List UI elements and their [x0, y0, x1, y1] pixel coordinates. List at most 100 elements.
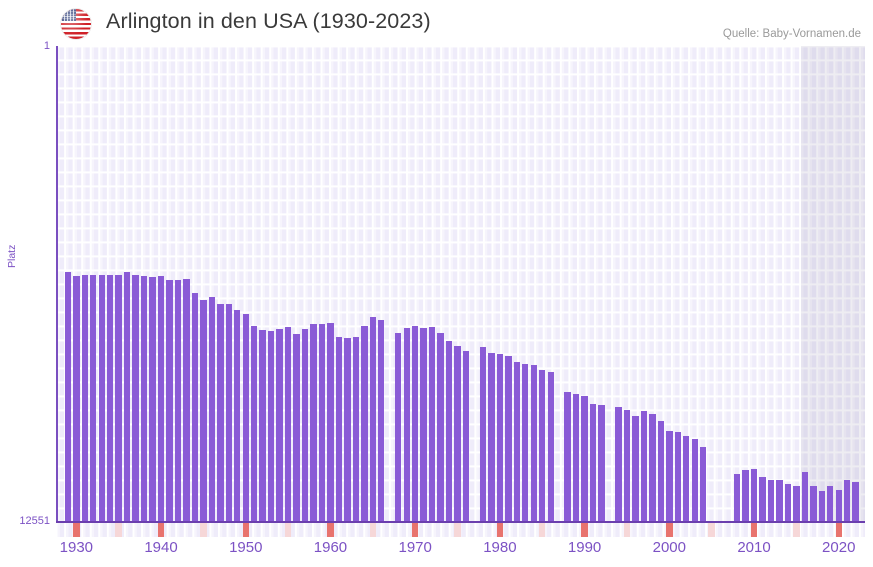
bar [276, 329, 283, 522]
bar [107, 275, 114, 522]
bar [420, 328, 427, 522]
bar [225, 303, 232, 522]
page-title: Arlington in den USA (1930-2023) [106, 9, 431, 33]
bar [132, 275, 139, 522]
bar [623, 409, 631, 522]
bar [581, 396, 588, 522]
bar [327, 323, 334, 522]
bar [208, 297, 216, 522]
x-tick-marker [623, 523, 631, 537]
bar [166, 280, 173, 522]
bar [115, 275, 122, 522]
bar [437, 333, 444, 522]
bar [335, 336, 343, 522]
bar [183, 278, 190, 522]
bar [649, 413, 656, 522]
bar [640, 410, 648, 522]
bar [284, 327, 292, 522]
bar [352, 337, 360, 522]
bar [267, 330, 275, 522]
bar [793, 485, 800, 522]
x-tick-label: 1970 [398, 539, 432, 556]
bar [572, 393, 580, 522]
bar [157, 276, 165, 522]
bar [733, 474, 741, 522]
x-tick-marker [327, 523, 334, 537]
x-tick-marker [411, 523, 419, 537]
bar [73, 275, 80, 522]
bar [64, 272, 72, 522]
bar [767, 479, 775, 522]
bar [589, 404, 597, 522]
x-tick-marker [539, 523, 546, 537]
bar [149, 276, 156, 522]
x-tick-marker [242, 523, 249, 537]
bar [522, 363, 529, 522]
x-tick-marker [793, 523, 800, 537]
bar [691, 438, 698, 522]
y-axis-tick-top: 1 [43, 40, 50, 52]
bar [547, 371, 554, 522]
x-tick-marker [835, 523, 842, 537]
bar [615, 407, 622, 522]
y-axis-line [56, 46, 58, 522]
bar [318, 324, 326, 522]
bar [827, 485, 834, 522]
bar [835, 490, 842, 522]
bar [395, 333, 402, 522]
bar [479, 346, 487, 522]
x-tick-label: 1960 [313, 539, 348, 556]
x-tick-marker [284, 523, 292, 537]
bar [742, 470, 749, 522]
bar [200, 299, 207, 522]
bar [191, 292, 199, 522]
bar [344, 338, 351, 522]
bar [140, 275, 148, 522]
bar [369, 317, 376, 522]
bar [378, 319, 385, 522]
bar [776, 480, 783, 522]
x-tick-marker [708, 523, 715, 537]
x-tick-marker [666, 523, 673, 537]
bar [539, 369, 546, 522]
bar [123, 272, 131, 522]
bar [98, 275, 105, 522]
y-axis-tick-bottom: 12551 [19, 515, 50, 527]
x-tick-marker [454, 523, 461, 537]
x-tick-marker [73, 523, 80, 537]
x-tick-marker [369, 523, 376, 537]
bar [657, 421, 665, 522]
bar [683, 436, 690, 522]
flag-canton [61, 9, 76, 21]
bar [759, 476, 766, 522]
bar [810, 485, 817, 522]
bar [844, 479, 851, 522]
bar [445, 341, 453, 522]
chart-header: Arlington in den USA (1930-2023) Quelle:… [0, 0, 873, 46]
x-tick-label: 1990 [567, 539, 602, 556]
bar [564, 391, 571, 522]
bar [259, 330, 266, 522]
bar [217, 303, 224, 522]
x-tick-marker [750, 523, 758, 537]
source-attribution: Quelle: Baby-Vornamen.de [722, 28, 861, 40]
bar [700, 446, 707, 522]
x-tick-label: 1950 [229, 539, 263, 556]
x-tick-label: 1940 [144, 539, 178, 556]
x-tick-marker [115, 523, 122, 537]
x-tick-label: 2020 [822, 539, 856, 556]
bar [251, 325, 258, 522]
y-axis-title: Platz [6, 244, 18, 268]
bar [505, 356, 512, 522]
x-tick-label: 2010 [737, 539, 771, 556]
bar [750, 468, 758, 522]
x-axis-line [56, 521, 865, 523]
bar [81, 275, 88, 522]
x-tick-label: 2000 [652, 539, 686, 556]
x-tick-marker [200, 523, 207, 537]
bar [361, 326, 368, 522]
bar [428, 326, 436, 522]
bar [801, 471, 809, 522]
bar [293, 333, 300, 522]
bar [234, 309, 241, 522]
